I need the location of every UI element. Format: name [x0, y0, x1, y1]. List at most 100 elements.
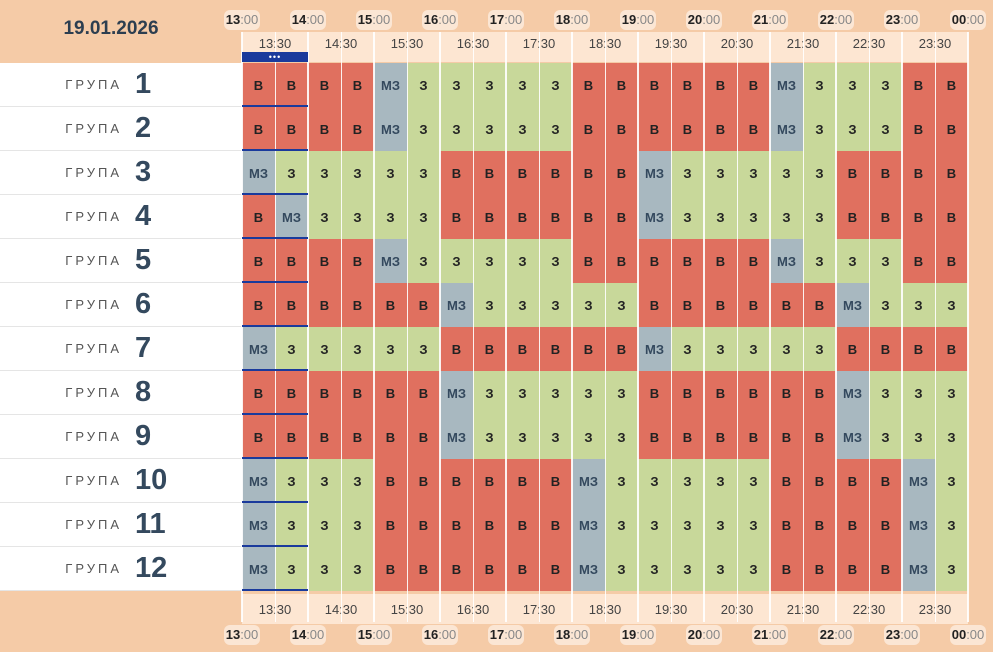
schedule-cell[interactable]: В [638, 239, 671, 283]
schedule-cell[interactable]: В [770, 371, 803, 415]
schedule-cell[interactable]: З [671, 151, 704, 195]
schedule-cell[interactable]: В [242, 239, 275, 283]
schedule-cell[interactable]: В [539, 195, 572, 239]
schedule-cell[interactable]: В [374, 503, 407, 547]
schedule-cell[interactable]: В [506, 151, 539, 195]
schedule-cell[interactable]: В [374, 371, 407, 415]
schedule-cell[interactable]: В [242, 195, 275, 239]
schedule-cell[interactable]: В [770, 503, 803, 547]
schedule-cell[interactable]: З [572, 415, 605, 459]
schedule-cell[interactable]: З [308, 151, 341, 195]
schedule-cell[interactable]: В [275, 63, 308, 107]
schedule-cell[interactable]: В [869, 327, 902, 371]
schedule-cell[interactable]: З [737, 503, 770, 547]
schedule-cell[interactable]: МЗ [572, 547, 605, 591]
schedule-cell[interactable]: В [374, 415, 407, 459]
schedule-cell[interactable]: В [935, 63, 968, 107]
schedule-cell[interactable]: В [605, 151, 638, 195]
schedule-cell[interactable]: З [638, 547, 671, 591]
schedule-cell[interactable]: З [869, 63, 902, 107]
schedule-cell[interactable]: З [341, 503, 374, 547]
schedule-cell[interactable]: МЗ [440, 283, 473, 327]
schedule-cell[interactable]: В [737, 283, 770, 327]
schedule-cell[interactable]: З [341, 327, 374, 371]
schedule-cell[interactable]: В [803, 371, 836, 415]
schedule-cell[interactable]: З [473, 63, 506, 107]
schedule-cell[interactable]: З [605, 503, 638, 547]
schedule-cell[interactable]: В [341, 371, 374, 415]
schedule-cell[interactable]: В [902, 195, 935, 239]
schedule-cell[interactable]: В [440, 327, 473, 371]
schedule-cell[interactable]: В [704, 239, 737, 283]
schedule-cell[interactable]: МЗ [902, 459, 935, 503]
schedule-cell[interactable]: З [638, 459, 671, 503]
schedule-cell[interactable]: З [638, 503, 671, 547]
schedule-cell[interactable]: В [473, 547, 506, 591]
schedule-cell[interactable]: З [671, 503, 704, 547]
schedule-cell[interactable]: В [341, 283, 374, 327]
schedule-cell[interactable]: В [275, 415, 308, 459]
schedule-cell[interactable]: З [275, 327, 308, 371]
schedule-cell[interactable]: З [506, 415, 539, 459]
schedule-cell[interactable]: З [671, 195, 704, 239]
schedule-cell[interactable]: В [935, 107, 968, 151]
schedule-cell[interactable]: З [275, 459, 308, 503]
schedule-cell[interactable]: В [506, 459, 539, 503]
schedule-cell[interactable]: З [902, 371, 935, 415]
schedule-cell[interactable]: З [770, 327, 803, 371]
schedule-cell[interactable]: В [935, 239, 968, 283]
schedule-cell[interactable]: В [869, 195, 902, 239]
schedule-cell[interactable]: В [308, 415, 341, 459]
schedule-cell[interactable]: З [308, 195, 341, 239]
schedule-cell[interactable]: В [275, 371, 308, 415]
schedule-cell[interactable]: З [737, 151, 770, 195]
schedule-cell[interactable]: З [506, 63, 539, 107]
schedule-cell[interactable]: В [605, 63, 638, 107]
schedule-cell[interactable]: В [473, 459, 506, 503]
schedule-cell[interactable]: МЗ [242, 327, 275, 371]
schedule-cell[interactable]: В [242, 371, 275, 415]
schedule-cell[interactable]: В [638, 107, 671, 151]
schedule-cell[interactable]: В [869, 547, 902, 591]
schedule-cell[interactable]: З [506, 371, 539, 415]
schedule-cell[interactable]: З [869, 283, 902, 327]
schedule-cell[interactable]: З [605, 283, 638, 327]
schedule-cell[interactable]: В [770, 459, 803, 503]
schedule-cell[interactable]: В [308, 239, 341, 283]
schedule-cell[interactable]: З [473, 283, 506, 327]
schedule-cell[interactable]: З [341, 459, 374, 503]
schedule-cell[interactable]: З [440, 239, 473, 283]
schedule-cell[interactable]: З [605, 371, 638, 415]
schedule-cell[interactable]: З [803, 151, 836, 195]
schedule-cell[interactable]: В [572, 327, 605, 371]
schedule-cell[interactable]: В [275, 283, 308, 327]
schedule-cell[interactable]: З [704, 195, 737, 239]
schedule-cell[interactable]: З [308, 503, 341, 547]
schedule-cell[interactable]: МЗ [836, 283, 869, 327]
schedule-cell[interactable]: МЗ [638, 151, 671, 195]
schedule-cell[interactable]: В [440, 195, 473, 239]
schedule-cell[interactable]: З [836, 63, 869, 107]
schedule-cell[interactable]: В [671, 239, 704, 283]
schedule-cell[interactable]: З [440, 63, 473, 107]
schedule-cell[interactable]: В [704, 63, 737, 107]
schedule-cell[interactable]: В [572, 151, 605, 195]
schedule-cell[interactable]: В [836, 195, 869, 239]
schedule-cell[interactable]: В [539, 459, 572, 503]
schedule-cell[interactable]: З [275, 547, 308, 591]
schedule-cell[interactable]: З [539, 239, 572, 283]
schedule-cell[interactable]: В [374, 283, 407, 327]
schedule-cell[interactable]: З [275, 503, 308, 547]
schedule-cell[interactable]: З [407, 195, 440, 239]
schedule-cell[interactable]: В [473, 503, 506, 547]
schedule-cell[interactable]: В [407, 459, 440, 503]
schedule-cell[interactable]: З [737, 459, 770, 503]
schedule-cell[interactable]: В [407, 283, 440, 327]
schedule-cell[interactable]: В [374, 547, 407, 591]
schedule-cell[interactable]: З [539, 371, 572, 415]
schedule-cell[interactable]: З [539, 63, 572, 107]
schedule-cell[interactable]: В [770, 415, 803, 459]
schedule-cell[interactable]: З [539, 415, 572, 459]
schedule-cell[interactable]: В [341, 415, 374, 459]
schedule-cell[interactable]: З [473, 415, 506, 459]
